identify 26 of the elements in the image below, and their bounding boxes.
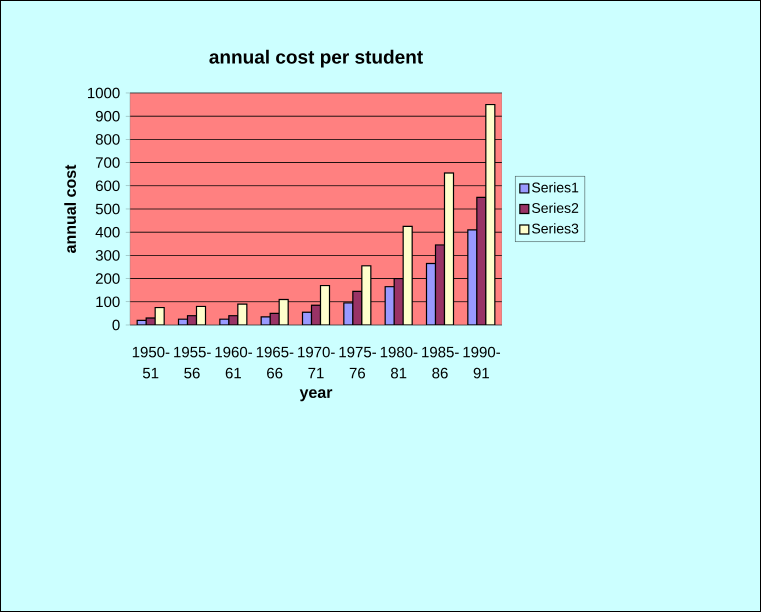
x-tick-label: 1985-86 bbox=[422, 346, 459, 378]
x-tick-label: 1955-56 bbox=[174, 346, 211, 378]
y-axis-title: annual cost bbox=[64, 164, 76, 253]
y-tick-label: 700 bbox=[96, 157, 120, 168]
x-tick-label: 1950-51 bbox=[132, 346, 170, 378]
y-tick-label: 800 bbox=[96, 134, 120, 145]
chart-title: annual cost per student bbox=[209, 50, 423, 68]
x-tick-label: 1975-76 bbox=[339, 346, 376, 378]
x-tick-label: 1965-66 bbox=[256, 346, 294, 378]
legend-label: Series1 bbox=[532, 182, 578, 192]
y-tick-label: 200 bbox=[96, 273, 120, 284]
y-tick-label: 300 bbox=[96, 250, 120, 261]
legend-label: Series2 bbox=[532, 202, 578, 213]
y-tick-label: 600 bbox=[96, 180, 120, 192]
y-tick-label: 500 bbox=[96, 204, 120, 214]
y-tick-label: 100 bbox=[96, 296, 120, 308]
x-axis-title: year bbox=[300, 389, 332, 402]
x-tick-label: 1960-61 bbox=[215, 346, 252, 378]
y-tick-label: 400 bbox=[96, 226, 120, 238]
y-tick-label: 0 bbox=[112, 320, 120, 330]
y-tick-label: 1000 bbox=[88, 88, 120, 98]
x-tick-label: 1990-91 bbox=[463, 346, 500, 378]
legend-label: Series3 bbox=[532, 223, 578, 234]
x-tick-label: 1980-81 bbox=[380, 346, 418, 378]
y-tick-label: 900 bbox=[96, 110, 120, 122]
x-tick-label: 1970-71 bbox=[298, 346, 335, 378]
